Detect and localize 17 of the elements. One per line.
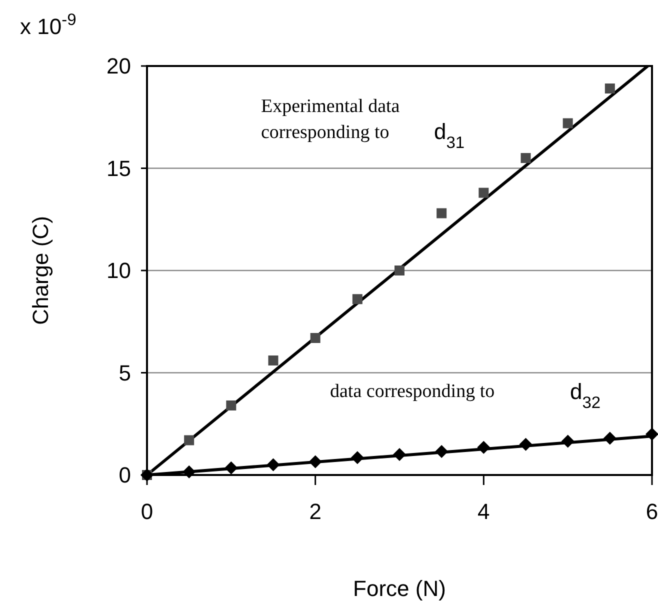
y-tick-label: 20 <box>106 54 131 79</box>
x-tick-label: 4 <box>478 499 490 524</box>
y-tick-label: 15 <box>106 156 131 181</box>
x-axis-title: Force (N) <box>353 576 446 601</box>
y-axis-title: Charge (C) <box>28 216 53 325</box>
text: x 10$^{-9}$ <box>20 11 76 39</box>
annotation: d$_{32}$ <box>570 379 601 412</box>
x-tick-label: 2 <box>309 499 322 524</box>
x-tick-label: 6 <box>646 499 658 524</box>
annotation: d$_{31}$ <box>434 119 465 152</box>
annotation: data corresponding to <box>330 381 495 402</box>
y-tick-label: 10 <box>106 258 131 284</box>
y-tick-label: 0 <box>118 462 131 488</box>
x-tick-label: 0 <box>140 499 154 524</box>
annotation: corresponding to <box>261 122 390 143</box>
annotation: Experimental data <box>261 96 400 117</box>
y-tick-label: 5 <box>118 360 131 386</box>
